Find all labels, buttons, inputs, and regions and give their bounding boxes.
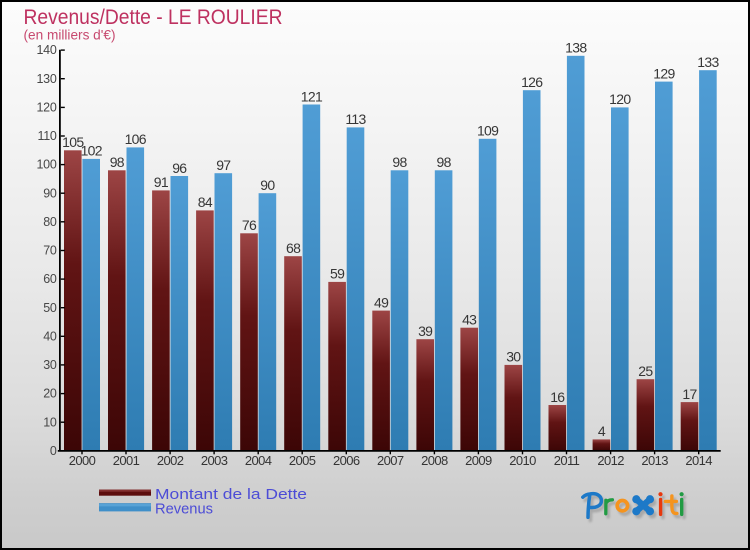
svg-text:49: 49: [374, 294, 389, 310]
svg-text:16: 16: [550, 389, 565, 405]
svg-text:50: 50: [43, 301, 57, 315]
svg-text:2001: 2001: [113, 453, 140, 468]
svg-text:110: 110: [37, 129, 56, 143]
svg-text:20: 20: [43, 387, 57, 401]
svg-text:90: 90: [260, 177, 275, 193]
svg-text:2011: 2011: [554, 453, 580, 468]
svg-text:102: 102: [81, 143, 103, 159]
svg-text:2006: 2006: [333, 453, 360, 468]
svg-text:106: 106: [125, 131, 147, 147]
svg-text:80: 80: [43, 215, 57, 229]
svg-text:138: 138: [565, 40, 587, 56]
svg-text:2009: 2009: [465, 453, 492, 468]
svg-text:2008: 2008: [421, 453, 448, 468]
svg-text:105: 105: [62, 134, 84, 150]
svg-text:76: 76: [242, 217, 257, 233]
svg-text:0: 0: [50, 444, 57, 458]
svg-text:2004: 2004: [245, 453, 272, 468]
svg-text:4: 4: [598, 423, 606, 439]
svg-text:96: 96: [172, 160, 187, 176]
svg-text:98: 98: [392, 154, 407, 170]
svg-text:Revenus: Revenus: [155, 501, 213, 518]
svg-text:25: 25: [638, 363, 653, 379]
svg-text:2012: 2012: [597, 453, 624, 468]
svg-text:40: 40: [43, 329, 57, 343]
svg-text:84: 84: [198, 194, 213, 210]
svg-text:30: 30: [506, 349, 521, 365]
svg-text:91: 91: [154, 174, 169, 190]
svg-text:126: 126: [521, 74, 543, 90]
svg-text:2014: 2014: [685, 453, 712, 468]
svg-text:90: 90: [43, 186, 57, 200]
svg-text:17: 17: [682, 386, 697, 402]
svg-text:2013: 2013: [641, 453, 668, 468]
svg-text:120: 120: [37, 101, 57, 115]
svg-text:2000: 2000: [69, 453, 96, 468]
svg-text:60: 60: [43, 272, 57, 286]
svg-text:133: 133: [697, 54, 719, 70]
svg-text:2010: 2010: [509, 453, 536, 468]
svg-text:100: 100: [37, 158, 57, 172]
svg-text:Montant de la Dette: Montant de la Dette: [155, 486, 307, 503]
svg-text:43: 43: [462, 312, 477, 328]
svg-text:120: 120: [609, 91, 631, 107]
svg-text:2005: 2005: [289, 453, 316, 468]
svg-text:140: 140: [37, 43, 57, 57]
svg-text:(en milliers d'€): (en milliers d'€): [24, 27, 116, 42]
svg-text:97: 97: [216, 157, 231, 173]
svg-text:10: 10: [43, 415, 57, 429]
svg-text:68: 68: [286, 240, 301, 256]
svg-text:Revenus/Dette - LE ROULIER: Revenus/Dette - LE ROULIER: [24, 6, 283, 29]
svg-text:70: 70: [43, 244, 57, 258]
svg-text:2003: 2003: [201, 453, 228, 468]
svg-text:98: 98: [437, 154, 452, 170]
svg-text:129: 129: [653, 65, 675, 81]
svg-text:2007: 2007: [377, 453, 404, 468]
svg-text:109: 109: [477, 123, 499, 139]
svg-text:30: 30: [43, 358, 57, 372]
svg-text:39: 39: [418, 323, 433, 339]
svg-text:130: 130: [37, 72, 57, 86]
svg-text:98: 98: [110, 154, 125, 170]
svg-text:2002: 2002: [157, 453, 184, 468]
svg-text:121: 121: [301, 88, 323, 104]
svg-text:59: 59: [330, 266, 345, 282]
svg-text:113: 113: [345, 111, 366, 127]
